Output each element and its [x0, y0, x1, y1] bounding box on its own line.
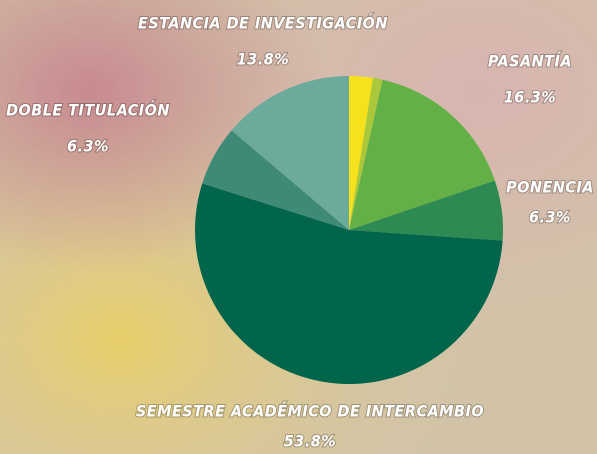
- slice-value-label: 6.3%: [529, 208, 571, 227]
- slice-label: PASANTÍA: [488, 52, 572, 71]
- slice-label: SEMESTRE ACADÉMICO DE INTERCAMBIO: [136, 402, 484, 421]
- pie-slice: [349, 79, 495, 230]
- slice-value-label: 16.3%: [504, 88, 556, 107]
- pie-slice: [194, 183, 503, 385]
- slice-label: ESTANCIA DE INVESTIGACIÓN: [138, 14, 388, 33]
- pie-slice: [202, 130, 349, 230]
- pie-slice: [349, 180, 503, 241]
- pie-slice: [231, 76, 349, 230]
- slice-value-label: 6.3%: [67, 137, 109, 156]
- pie-slice: [349, 77, 383, 230]
- slice-label: DOBLE TITULACIÓN: [6, 101, 170, 120]
- pie-slice: [349, 76, 374, 230]
- slice-label: PONENCIA: [506, 178, 594, 197]
- slice-value-label: 13.8%: [237, 50, 289, 69]
- slice-value-label: 53.8%: [284, 432, 336, 451]
